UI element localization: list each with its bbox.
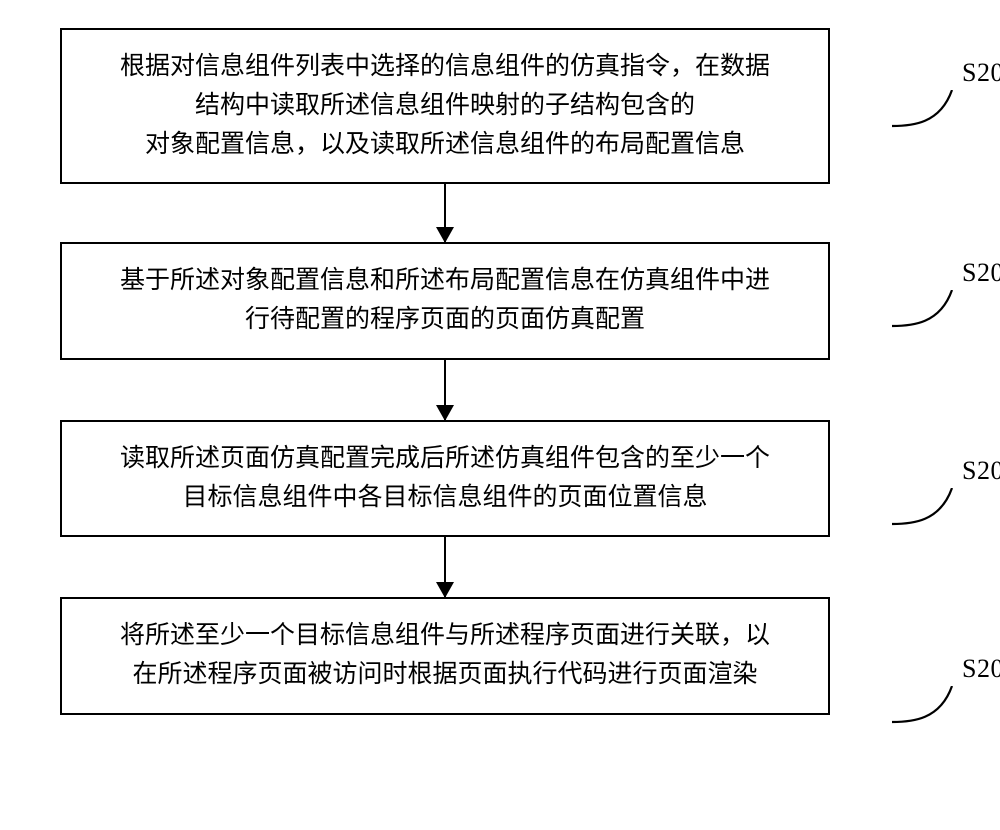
step-text: 读取所述页面仿真配置完成后所述仿真组件包含的至少一个 (120, 440, 770, 479)
step-text: 基于所述对象配置信息和所述布局配置信息在仿真组件中进 (120, 262, 770, 301)
step-box-s202: 根据对信息组件列表中选择的信息组件的仿真指令，在数据 结构中读取所述信息组件映射… (60, 28, 830, 184)
step-text: 目标信息组件中各目标信息组件的页面位置信息 (182, 479, 707, 518)
label-connector-s204 (892, 290, 960, 330)
arrow-1 (60, 184, 830, 242)
flowchart-container: 根据对信息组件列表中选择的信息组件的仿真指令，在数据 结构中读取所述信息组件映射… (60, 28, 940, 715)
label-connector-s206 (892, 488, 960, 528)
step-box-s204: 基于所述对象配置信息和所述布局配置信息在仿真组件中进 行待配置的程序页面的页面仿… (60, 242, 830, 360)
arrow-3 (60, 537, 830, 597)
step-box-s206: 读取所述页面仿真配置完成后所述仿真组件包含的至少一个 目标信息组件中各目标信息组… (60, 420, 830, 538)
step-text: 在所述程序页面被访问时根据页面执行代码进行页面渲染 (132, 656, 757, 695)
step-text: 行待配置的程序页面的页面仿真配置 (245, 301, 645, 340)
step-box-s208: 将所述至少一个目标信息组件与所述程序页面进行关联，以 在所述程序页面被访问时根据… (60, 597, 830, 715)
arrow-2 (60, 360, 830, 420)
label-connector-s208 (892, 686, 960, 726)
step-label-s202: S202 (962, 58, 1000, 88)
step-text: 对象配置信息，以及读取所述信息组件的布局配置信息 (145, 126, 745, 165)
step-text: 结构中读取所述信息组件映射的子结构包含的 (195, 87, 695, 126)
step-label-s206: S206 (962, 456, 1000, 486)
step-label-s204: S204 (962, 258, 1000, 288)
label-connector-s202 (892, 90, 960, 130)
step-label-s208: S208 (962, 654, 1000, 684)
step-text: 根据对信息组件列表中选择的信息组件的仿真指令，在数据 (120, 48, 770, 87)
step-text: 将所述至少一个目标信息组件与所述程序页面进行关联，以 (120, 617, 770, 656)
